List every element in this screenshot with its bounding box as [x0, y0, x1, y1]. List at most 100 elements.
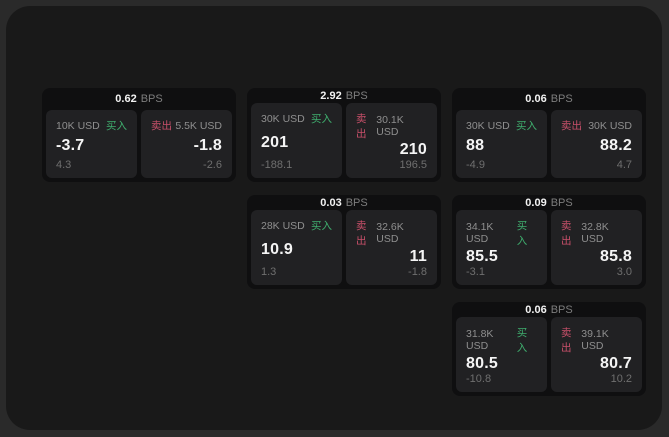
sell-size: 39.1K USD — [581, 328, 609, 352]
sell-price: 11 — [409, 248, 427, 265]
bps-card: 0.06 BPS 31.8K USD 买入 80.5 -10.8 卖出 39.1… — [452, 302, 646, 396]
sell-delta: 10.2 — [610, 373, 632, 385]
buy-delta: 1.3 — [261, 266, 277, 278]
buy-delta: -4.9 — [466, 159, 485, 171]
sell-size: 30K USD — [588, 119, 632, 132]
sell-quote-panel[interactable]: 卖出 32.6K USD 11 -1.8 — [346, 210, 437, 285]
sell-quote-panel[interactable]: 卖出 32.8K USD 85.8 3.0 — [551, 210, 642, 285]
sell-price: 80.7 — [600, 355, 632, 372]
sell-side-label: 卖出 — [356, 113, 367, 140]
sell-delta: 4.7 — [616, 159, 632, 171]
bps-value: 0.03 — [320, 196, 342, 209]
buy-quote-panel[interactable]: 34.1K USD 买入 85.5 -3.1 — [456, 210, 547, 285]
buy-size: 28K USD — [261, 219, 305, 232]
buy-delta: -3.1 — [466, 266, 485, 278]
app-window: 0.62 BPS 10K USD 买入 -3.7 4.3 卖出 5.5K USD… — [6, 6, 662, 430]
quote-panels: 30K USD 买入 88 -4.9 卖出 30K USD 88.2 4.7 — [456, 110, 642, 178]
bps-value: 0.06 — [525, 303, 547, 316]
quote-panels: 28K USD 买入 10.9 1.3 卖出 32.6K USD 11 -1.8 — [251, 210, 437, 285]
sell-panel-header: 卖出 32.6K USD — [356, 218, 427, 248]
sell-size: 32.6K USD — [376, 221, 404, 245]
sell-panel-header: 卖出 39.1K USD — [561, 325, 632, 355]
sell-side-label: 卖出 — [561, 120, 582, 132]
sell-side-label: 卖出 — [561, 220, 572, 247]
buy-panel-header: 10K USD 买入 — [56, 118, 127, 133]
sell-quote-panel[interactable]: 卖出 30.1K USD 210 196.5 — [346, 103, 437, 178]
buy-quote-panel[interactable]: 30K USD 买入 201 -188.1 — [251, 103, 342, 178]
buy-quote-panel[interactable]: 31.8K USD 买入 80.5 -10.8 — [456, 317, 547, 392]
buy-panel-header: 30K USD 买入 — [466, 118, 537, 133]
bps-card: 0.06 BPS 30K USD 买入 88 -4.9 卖出 30K USD 8… — [452, 88, 646, 182]
sell-side-label: 卖出 — [356, 220, 367, 247]
buy-price: 80.5 — [466, 355, 498, 372]
bps-value: 0.06 — [525, 93, 547, 105]
buy-side-label: 买入 — [311, 113, 332, 125]
quote-panels: 30K USD 买入 201 -188.1 卖出 30.1K USD 210 1… — [251, 103, 437, 178]
buy-price: 85.5 — [466, 248, 498, 265]
bps-unit-label: BPS — [550, 196, 573, 209]
buy-price: 88 — [466, 137, 485, 154]
buy-side-label: 买入 — [516, 327, 528, 354]
sell-size: 30.1K USD — [376, 114, 404, 138]
buy-price: 201 — [261, 133, 289, 151]
sell-price: 88.2 — [600, 137, 632, 154]
bps-unit-label: BPS — [345, 89, 368, 102]
buy-price: -3.7 — [56, 137, 85, 154]
sell-side-label: 卖出 — [151, 120, 172, 132]
sell-delta: 3.0 — [616, 266, 632, 278]
buy-side-label: 买入 — [516, 120, 537, 132]
buy-panel-header: 28K USD 买入 — [261, 218, 332, 233]
buy-size: 30K USD — [261, 112, 305, 125]
sell-panel-header: 卖出 32.8K USD — [561, 218, 632, 248]
buy-panel-header: 34.1K USD 买入 — [466, 218, 537, 248]
bps-header: 2.92 BPS — [251, 88, 437, 103]
sell-quote-panel[interactable]: 卖出 39.1K USD 80.7 10.2 — [551, 317, 642, 392]
bps-header: 0.62 BPS — [46, 88, 232, 110]
buy-quote-panel[interactable]: 30K USD 买入 88 -4.9 — [456, 110, 547, 178]
sell-delta: -2.6 — [203, 159, 222, 171]
buy-side-label: 买入 — [516, 220, 528, 247]
sell-quote-panel[interactable]: 卖出 5.5K USD -1.8 -2.6 — [141, 110, 232, 178]
buy-panel-header: 30K USD 买入 — [261, 111, 332, 126]
sell-size: 32.8K USD — [581, 221, 609, 245]
buy-delta: -10.8 — [466, 373, 492, 385]
sell-panel-header: 卖出 5.5K USD — [151, 118, 222, 133]
bps-header: 0.03 BPS — [251, 195, 437, 210]
sell-side-label: 卖出 — [561, 327, 572, 354]
sell-price: -1.8 — [193, 137, 222, 154]
bps-value: 0.09 — [525, 196, 547, 209]
bps-header: 0.09 BPS — [456, 195, 642, 210]
quote-panels: 34.1K USD 买入 85.5 -3.1 卖出 32.8K USD 85.8… — [456, 210, 642, 285]
sell-price: 85.8 — [600, 248, 632, 265]
sell-size: 5.5K USD — [175, 119, 222, 132]
buy-side-label: 买入 — [106, 120, 127, 132]
buy-panel-header: 31.8K USD 买入 — [466, 325, 537, 355]
sell-delta: 196.5 — [399, 159, 427, 171]
buy-price: 10.9 — [261, 240, 293, 258]
bps-unit-label: BPS — [345, 196, 368, 209]
buy-delta: -188.1 — [261, 159, 293, 171]
quote-board: 0.62 BPS 10K USD 买入 -3.7 4.3 卖出 5.5K USD… — [42, 88, 646, 396]
bps-card: 0.09 BPS 34.1K USD 买入 85.5 -3.1 卖出 32.8K… — [452, 195, 646, 289]
bps-value: 2.92 — [320, 89, 342, 102]
bps-unit-label: BPS — [550, 303, 573, 316]
bps-card: 0.03 BPS 28K USD 买入 10.9 1.3 卖出 32.6K US… — [247, 195, 441, 289]
bps-card: 0.62 BPS 10K USD 买入 -3.7 4.3 卖出 5.5K USD… — [42, 88, 236, 182]
bps-header: 0.06 BPS — [456, 88, 642, 110]
buy-quote-panel[interactable]: 28K USD 买入 10.9 1.3 — [251, 210, 342, 285]
buy-delta: 4.3 — [56, 159, 72, 171]
sell-quote-panel[interactable]: 卖出 30K USD 88.2 4.7 — [551, 110, 642, 178]
quote-panels: 31.8K USD 买入 80.5 -10.8 卖出 39.1K USD 80.… — [456, 317, 642, 392]
sell-price: 210 — [399, 141, 427, 158]
buy-size: 30K USD — [466, 119, 510, 132]
buy-quote-panel[interactable]: 10K USD 买入 -3.7 4.3 — [46, 110, 137, 178]
buy-size: 34.1K USD — [466, 221, 494, 245]
bps-header: 0.06 BPS — [456, 302, 642, 317]
sell-delta: -1.8 — [408, 266, 427, 278]
sell-panel-header: 卖出 30K USD — [561, 118, 632, 133]
bps-unit-label: BPS — [550, 93, 573, 105]
sell-panel-header: 卖出 30.1K USD — [356, 111, 427, 141]
bps-card: 2.92 BPS 30K USD 买入 201 -188.1 卖出 30.1K … — [247, 88, 441, 182]
bps-value: 0.62 — [115, 93, 137, 105]
bps-unit-label: BPS — [140, 93, 163, 105]
